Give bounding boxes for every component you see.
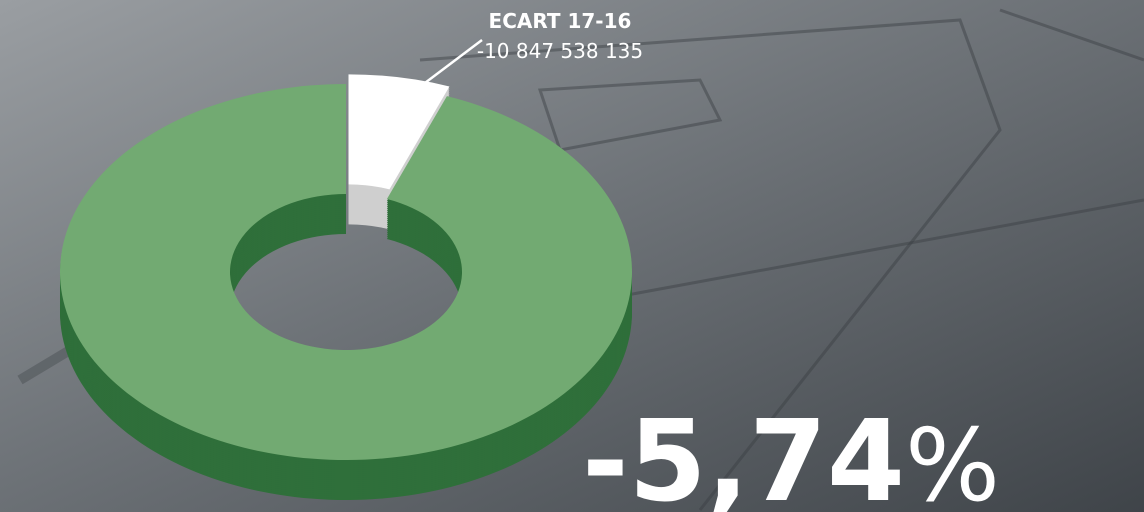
headline: -5,74% [582,397,1000,512]
gap-value: -10 847 538 135 [477,39,643,63]
gap-label: ECART 17-16 [489,9,632,33]
headline-unit: % [905,407,1000,512]
chart: ECART 17-16 -10 847 538 135 -5,74% [0,0,1144,512]
headline-number: -5,74 [582,397,905,512]
